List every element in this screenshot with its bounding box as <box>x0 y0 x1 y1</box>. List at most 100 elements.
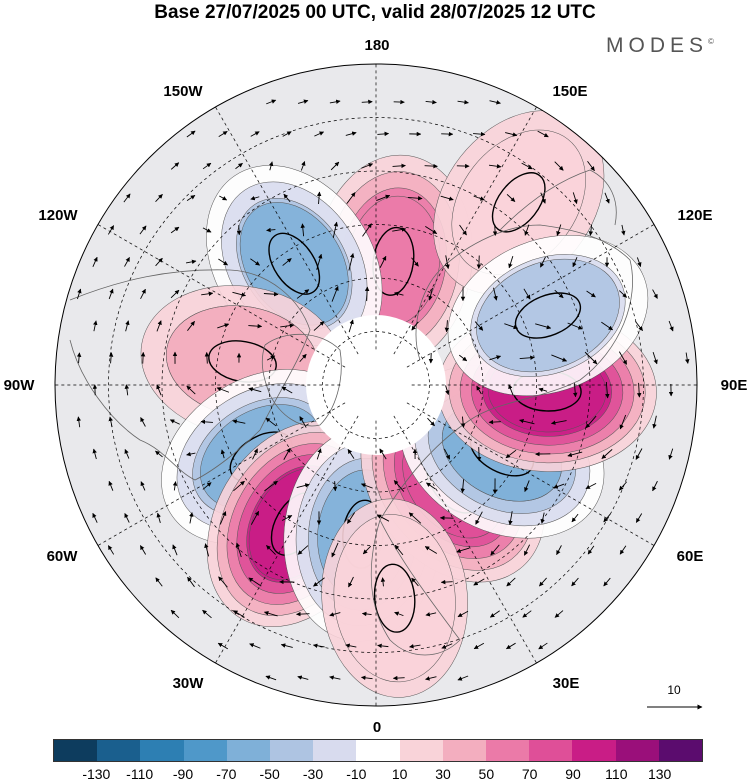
coastlines <box>69 169 633 656</box>
wind-arrow <box>170 289 180 299</box>
wind-arrow <box>619 545 627 555</box>
colorbar <box>53 739 703 762</box>
wind-arrow <box>296 483 310 488</box>
wind-arrow <box>313 321 325 331</box>
wind-arrow <box>140 417 146 427</box>
wind-arrow <box>508 256 514 269</box>
eurasia-coast <box>379 224 633 521</box>
wind-arrow <box>445 255 450 270</box>
wind-arrow <box>426 482 436 490</box>
wind-arrow <box>250 510 260 525</box>
wind-arrow <box>551 354 568 362</box>
lon-label-0: 0 <box>373 719 381 736</box>
colorbar-bin <box>97 740 141 761</box>
wind-arrow <box>601 449 613 459</box>
wind-arrow <box>538 642 548 650</box>
wind-arrow <box>218 576 228 588</box>
wind-arrow <box>377 643 389 649</box>
colorbar-tick-label: -70 <box>216 766 237 782</box>
wind-arrow <box>635 448 643 460</box>
wind-arrow <box>248 387 262 393</box>
wind-arrow <box>217 642 229 650</box>
wind-arrow <box>297 545 309 555</box>
wind-arrow <box>460 416 466 428</box>
wind-arrow <box>492 224 498 236</box>
wind-arrow <box>572 257 578 268</box>
wind-arrow <box>108 352 114 364</box>
wind-arrow <box>424 163 438 169</box>
wind-arrow <box>425 612 437 617</box>
latitude-circle <box>268 277 484 493</box>
wind-arrow <box>587 161 595 172</box>
lon-label-180: 180 <box>364 37 389 54</box>
polar-cap <box>306 315 446 455</box>
colorbar-tick-label: 30 <box>435 766 451 782</box>
wind-arrow <box>169 419 180 425</box>
wind-arrow <box>202 609 212 619</box>
wind-arrow <box>331 285 339 302</box>
wind-arrow <box>92 512 98 523</box>
wind-arrow <box>250 258 260 266</box>
wind-arrow <box>380 577 386 587</box>
wind-arrow <box>92 448 97 460</box>
wind-arrow <box>567 451 583 458</box>
wind-arrow <box>140 288 146 300</box>
wind-arrow <box>519 418 535 425</box>
wind-arrow <box>476 447 482 462</box>
wind-arrow <box>571 513 579 523</box>
colorbar-bin <box>399 740 443 761</box>
wind-arrow <box>204 351 210 364</box>
wind-arrow <box>346 192 356 204</box>
wind-arrow <box>540 256 546 268</box>
wind-arrow <box>217 323 230 329</box>
lon-label-150w: 150W <box>163 83 203 100</box>
wind-arrow <box>364 286 370 302</box>
wind-arrow <box>329 99 341 105</box>
wind-arrow <box>76 352 82 364</box>
wind-arrow <box>281 386 293 394</box>
wind-arrow <box>92 256 98 267</box>
modes-logo: MODES© <box>606 34 714 58</box>
wind-arrow <box>523 288 531 300</box>
wind-arrow <box>189 512 194 524</box>
wind-arrow <box>266 545 276 555</box>
wind-arrow <box>538 387 548 393</box>
wind-arrow <box>456 547 470 553</box>
wind-arrow <box>331 542 339 558</box>
wind-arrow <box>619 414 627 430</box>
wind-arrow <box>124 448 130 459</box>
colorbar-bin <box>313 740 357 761</box>
wind-arrow <box>535 323 552 330</box>
north-pacific-trough-streamline <box>268 232 321 295</box>
wind-arrow <box>636 257 642 268</box>
wind-arrow <box>572 383 578 398</box>
wind-arrow <box>489 610 500 618</box>
wind-arrow <box>362 545 372 555</box>
wind-arrow <box>313 577 325 587</box>
wind-arrow <box>505 449 517 459</box>
wind-arrow <box>604 192 610 204</box>
wind-arrow <box>473 578 485 586</box>
wind-arrow <box>296 611 310 617</box>
wind-arrow <box>329 675 341 680</box>
wind-arrow <box>445 385 450 395</box>
wind-arrow <box>280 323 295 328</box>
wind-arrow <box>345 643 357 648</box>
wind-arrow <box>232 419 246 424</box>
wind-arrow <box>361 611 372 617</box>
wind-arrow <box>668 320 674 332</box>
wind-arrow <box>411 257 419 267</box>
wind-arrow <box>186 385 196 395</box>
wind-arrow <box>300 161 306 171</box>
lon-label-90e: 90E <box>721 377 748 394</box>
wind-arrow <box>540 512 545 524</box>
wind-arrow <box>139 545 147 555</box>
wind-arrow <box>506 577 516 587</box>
wind-arrow <box>204 543 210 557</box>
wind-arrow <box>473 642 485 650</box>
colorbar-bin <box>658 740 703 761</box>
colorbar-tick-label: -130 <box>82 766 111 782</box>
colorbar-bin <box>356 740 400 761</box>
wind-arrow <box>345 131 357 136</box>
wind-arrow <box>571 577 579 587</box>
